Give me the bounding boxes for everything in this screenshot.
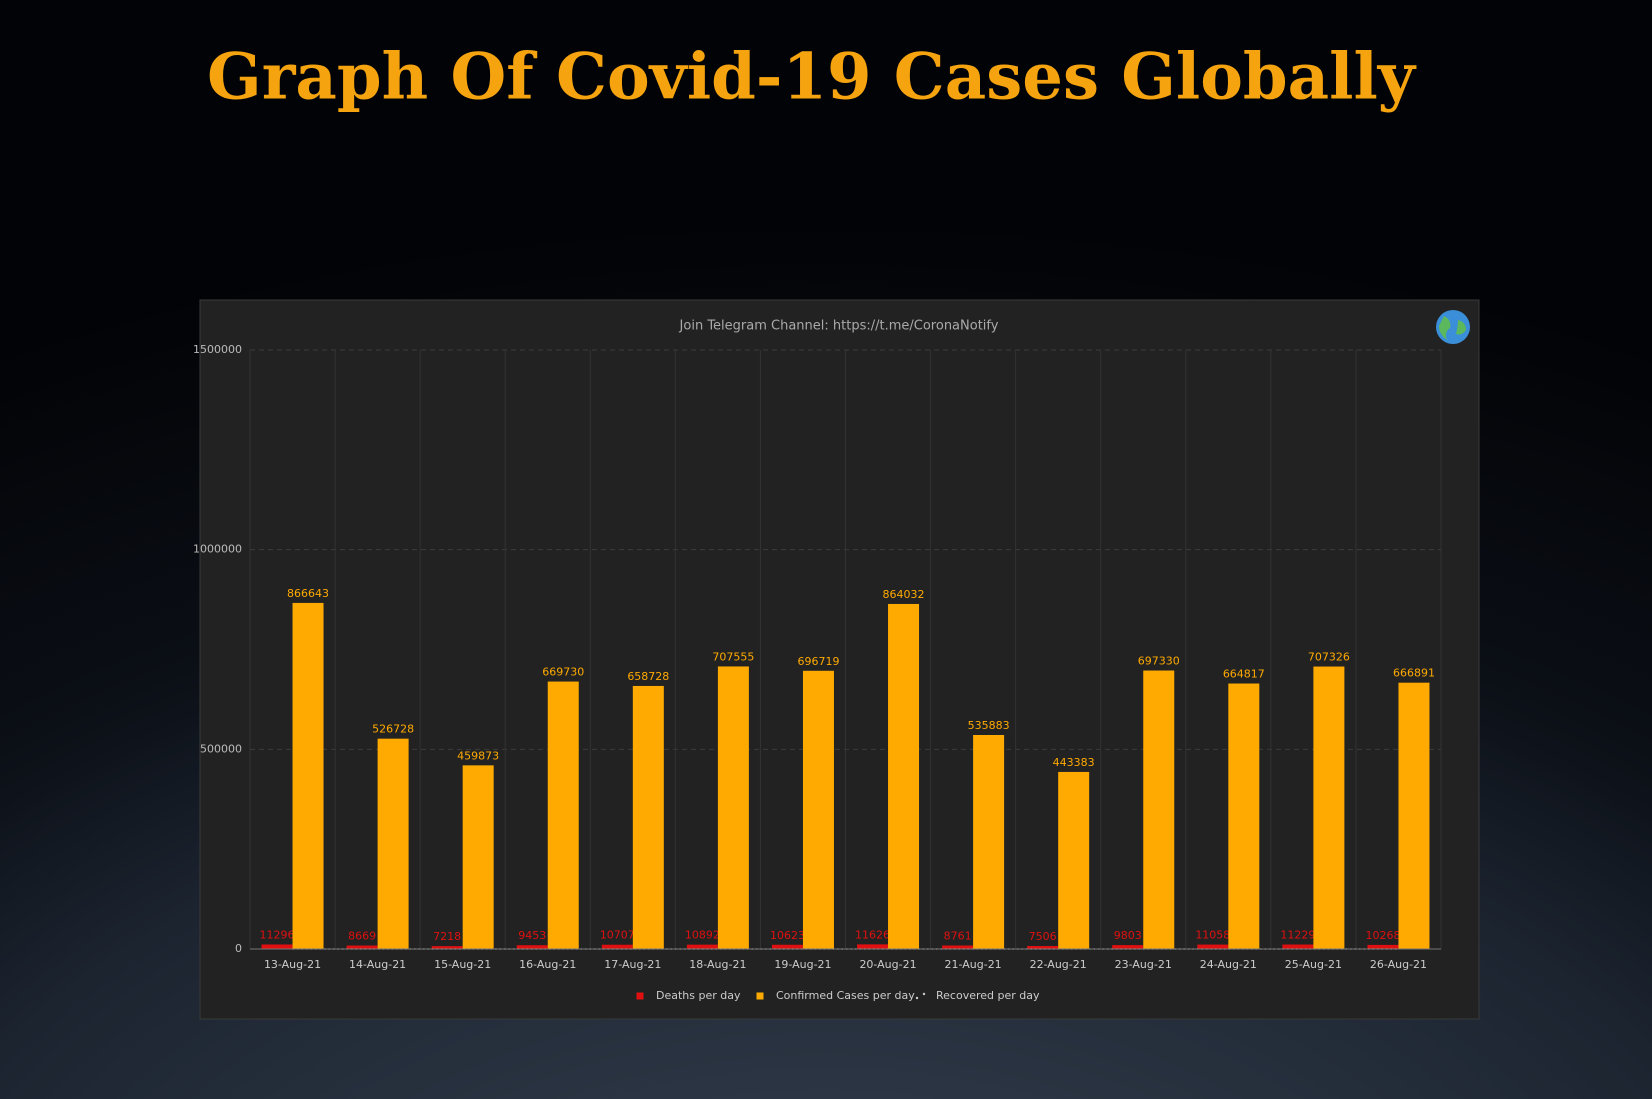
x-tick-label: 24-Aug-21 xyxy=(1200,958,1257,971)
data-label: 7506 xyxy=(1029,930,1057,943)
data-label: 7218 xyxy=(433,930,461,943)
data-label: 10268 xyxy=(1365,929,1400,942)
legend-swatch xyxy=(755,991,765,1001)
chart-panel xyxy=(199,299,1480,1020)
x-tick-label: 13-Aug-21 xyxy=(264,958,321,971)
x-tick-label: 25-Aug-21 xyxy=(1285,958,1342,971)
bar xyxy=(462,765,494,949)
data-label: 459873 xyxy=(457,749,499,762)
legend-dot xyxy=(915,996,919,1000)
data-label: 535883 xyxy=(968,719,1010,732)
bar xyxy=(547,681,579,949)
bar xyxy=(771,944,803,949)
bar xyxy=(346,945,378,949)
data-label: 11058 xyxy=(1195,929,1230,942)
bar xyxy=(942,945,974,949)
chart-subtitle: Join Telegram Channel: https://t.me/Coro… xyxy=(679,319,999,334)
bar xyxy=(802,670,834,949)
x-tick-label: 15-Aug-21 xyxy=(434,958,491,971)
x-tick-label: 16-Aug-21 xyxy=(519,958,576,971)
x-tick-label: 18-Aug-21 xyxy=(689,958,746,971)
data-label: 864032 xyxy=(883,588,925,601)
legend-dot xyxy=(922,992,926,996)
bar xyxy=(516,945,548,949)
data-label: 707326 xyxy=(1308,651,1350,664)
data-label: 658728 xyxy=(627,670,669,683)
bar xyxy=(686,944,718,949)
bar xyxy=(1112,945,1144,949)
bar xyxy=(377,738,409,949)
x-tick-label: 14-Aug-21 xyxy=(349,958,406,971)
data-label: 669730 xyxy=(542,666,584,679)
legend-label: Recovered per day xyxy=(936,989,1040,1002)
bar xyxy=(1197,944,1229,949)
y-tick-label: 1000000 xyxy=(193,543,242,556)
legend-label: Deaths per day xyxy=(656,989,741,1002)
data-label: 707555 xyxy=(712,650,754,663)
bar xyxy=(1027,946,1059,949)
legend-swatch xyxy=(635,991,645,1001)
bar xyxy=(857,944,889,949)
data-label: 866643 xyxy=(287,587,329,600)
data-label: 11296 xyxy=(260,928,295,941)
bar xyxy=(973,735,1005,949)
data-label: 697330 xyxy=(1138,655,1180,668)
x-tick-label: 19-Aug-21 xyxy=(774,958,831,971)
data-label: 443383 xyxy=(1053,756,1095,769)
bar xyxy=(717,666,749,949)
x-tick-label: 23-Aug-21 xyxy=(1115,958,1172,971)
bar xyxy=(601,944,633,949)
bar xyxy=(888,603,920,949)
x-tick-label: 17-Aug-21 xyxy=(604,958,661,971)
x-tick-label: 22-Aug-21 xyxy=(1030,958,1087,971)
globe-icon xyxy=(1436,310,1470,344)
bar xyxy=(1228,683,1260,949)
data-label: 9453 xyxy=(518,929,546,942)
x-tick-label: 26-Aug-21 xyxy=(1370,958,1427,971)
data-label: 8761 xyxy=(944,930,972,943)
data-label: 666891 xyxy=(1393,667,1435,680)
data-label: 10623 xyxy=(770,929,805,942)
data-label: 696719 xyxy=(797,655,839,668)
bar xyxy=(632,685,664,949)
data-label: 11626 xyxy=(855,928,890,941)
y-tick-label: 1500000 xyxy=(193,343,242,356)
bar xyxy=(292,602,324,949)
data-label: 8669 xyxy=(348,930,376,943)
bar xyxy=(1143,670,1175,949)
data-label: 10892 xyxy=(685,929,720,942)
bar xyxy=(1367,944,1399,949)
bar xyxy=(1058,771,1090,949)
bar xyxy=(431,946,463,949)
x-tick-label: 20-Aug-21 xyxy=(859,958,916,971)
data-label: 664817 xyxy=(1223,668,1265,681)
data-label: 11229 xyxy=(1280,929,1315,942)
bar xyxy=(1398,682,1430,949)
legend-label: Confirmed Cases per day xyxy=(776,989,915,1002)
bar xyxy=(1313,666,1345,949)
x-tick-label: 21-Aug-21 xyxy=(945,958,1002,971)
bar xyxy=(261,944,293,949)
page-title: Graph Of Covid-19 Cases Globally xyxy=(207,40,1417,115)
data-label: 10707 xyxy=(600,929,635,942)
data-label: 526728 xyxy=(372,723,414,736)
data-label: 9803 xyxy=(1114,929,1142,942)
bar xyxy=(1282,944,1314,949)
y-tick-label: 500000 xyxy=(200,742,242,755)
y-tick-label: 0 xyxy=(235,942,242,955)
